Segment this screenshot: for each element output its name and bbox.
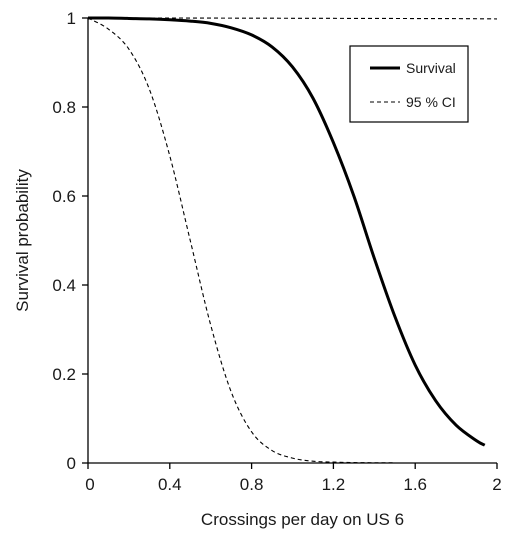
legend-label: Survival (406, 60, 456, 76)
x-axis-ticks: 0 0.4 0.8 1.2 1.6 2 (85, 463, 502, 494)
series-line-1 (87, 16, 486, 447)
plot-area: 0 0.2 0.4 0.6 0.8 1 0 0.4 0.8 1.2 1.6 2 (52, 9, 501, 494)
x-tick-label: 1.2 (322, 475, 346, 494)
x-tick-label: 0.8 (240, 475, 264, 494)
y-tick-label: 0 (67, 454, 76, 473)
series-line-3 (88, 17, 498, 20)
legend-label: 95 % CI (406, 94, 456, 110)
y-axis-title: Survival probability (13, 169, 32, 312)
x-tick-label: 1.6 (403, 475, 427, 494)
series-line-2 (87, 17, 395, 464)
series-layer (87, 16, 498, 464)
y-tick-label: 0.2 (52, 365, 76, 384)
y-tick-label: 0.6 (52, 187, 76, 206)
y-tick-label: 1 (67, 9, 76, 28)
x-tick-label: 0.4 (158, 475, 182, 494)
y-tick-label: 0.4 (52, 276, 76, 295)
x-tick-label: 0 (85, 475, 94, 494)
legend: Survival 95 % CI (349, 45, 469, 123)
x-axis-title: Crossings per day on US 6 (201, 510, 404, 529)
legend-box (349, 45, 469, 123)
legend-entries: Survival 95 % CI (370, 60, 456, 110)
y-tick-label: 0.8 (52, 98, 76, 117)
y-axis-ticks: 0 0.2 0.4 0.6 0.8 1 (52, 9, 88, 473)
x-tick-label: 2 (492, 475, 501, 494)
